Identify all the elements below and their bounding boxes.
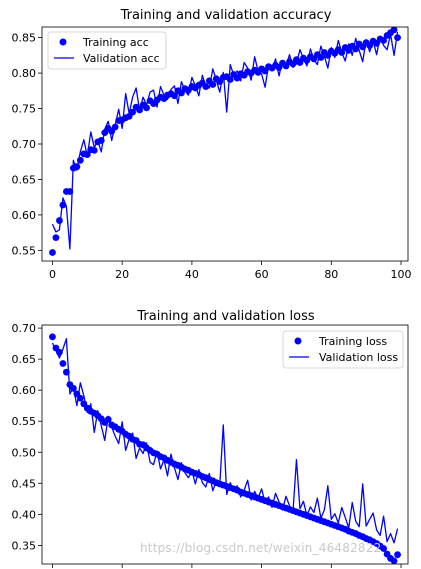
accuracy-series-training-acc-point — [90, 146, 98, 154]
accuracy-series-training-acc-point — [129, 108, 137, 116]
accuracy-series-training-acc-point — [49, 249, 56, 256]
accuracy-chart-marks — [49, 26, 401, 256]
loss-ytick-label: 0.40 — [12, 508, 37, 521]
accuracy-ytick-label: 0.60 — [12, 209, 37, 222]
accuracy-series-validation-acc-line — [51, 31, 399, 250]
loss-ytick-label: 0.35 — [12, 539, 37, 552]
accuracy-plot-frame — [41, 26, 409, 262]
accuracy-series-training-acc-point — [52, 234, 60, 242]
accuracy-legend-box — [47, 31, 167, 70]
accuracy-ytick-label: 0.55 — [12, 244, 37, 257]
accuracy-series-training-acc-point — [56, 217, 63, 224]
accuracy-xtick-label: 40 — [185, 268, 199, 281]
loss-series-training-loss-point — [49, 333, 56, 341]
accuracy-ytick-label: 0.70 — [12, 138, 37, 151]
loss-legend-box — [282, 330, 404, 369]
accuracy-ytick-label: 0.75 — [12, 103, 37, 116]
accuracy-legend-validation-label: Validation acc — [83, 52, 160, 65]
loss-ytick-label: 0.50 — [12, 446, 37, 459]
accuracy-legend: Training acc Validation acc — [47, 31, 167, 70]
accuracy-series-training-acc-point — [209, 81, 217, 88]
accuracy-chart-axes: 0.55 0.60 0.65 0.70 0.75 0.80 0.85 0 20 40 60 80 100 — [12, 32, 412, 281]
accuracy-legend-training-marker — [59, 38, 67, 46]
loss-series-training-loss-point — [394, 551, 401, 559]
loss-ytick-label: 0.60 — [12, 384, 37, 397]
loss-series-training-loss-point — [59, 360, 67, 367]
loss-legend-training-label: Training loss — [318, 335, 387, 348]
accuracy-xtick-label: 0 — [49, 268, 56, 281]
accuracy-ytick-label: 0.80 — [12, 67, 37, 80]
accuracy-series-training-acc-point — [143, 104, 150, 112]
loss-ytick-label: 0.65 — [12, 353, 37, 366]
loss-plot-frame — [41, 324, 409, 565]
watermark-text: https://blog.csdn.net/weixin_46482822 — [140, 541, 382, 555]
loss-series-validation-loss-line — [51, 338, 399, 544]
accuracy-xtick-label: 20 — [115, 268, 129, 281]
accuracy-ytick-label: 0.65 — [12, 173, 37, 186]
loss-ytick-label: 0.45 — [12, 477, 37, 490]
loss-legend-validation-label: Validation loss — [319, 351, 398, 364]
loss-ytick-label: 0.70 — [12, 322, 37, 335]
accuracy-legend-training-label: Training acc — [82, 36, 149, 49]
loss-series-training-loss-point — [380, 545, 387, 552]
loss-chart-axes: 0.35 0.40 0.45 0.50 0.55 0.60 0.65 0.70 — [12, 322, 402, 568]
accuracy-series-training-acc-point — [390, 26, 398, 34]
accuracy-chart: Training and validation accuracy 0.55 0.6… — [12, 8, 412, 281]
loss-series-training-loss-point — [390, 557, 398, 565]
accuracy-xtick-label: 100 — [391, 268, 412, 281]
loss-ytick-label: 0.55 — [12, 415, 37, 428]
loss-legend: Training loss Validation loss — [282, 330, 404, 369]
accuracy-xtick-label: 80 — [324, 268, 338, 281]
loss-chart: Training and validation loss 0.35 0.40 0.4… — [12, 309, 409, 568]
accuracy-xtick-label: 60 — [255, 268, 269, 281]
loss-chart-title: Training and validation loss — [136, 309, 314, 324]
accuracy-ytick-label: 0.85 — [12, 32, 37, 45]
accuracy-chart-title: Training and validation accuracy — [120, 8, 332, 23]
loss-chart-marks — [49, 333, 401, 565]
loss-legend-training-marker — [294, 337, 302, 345]
